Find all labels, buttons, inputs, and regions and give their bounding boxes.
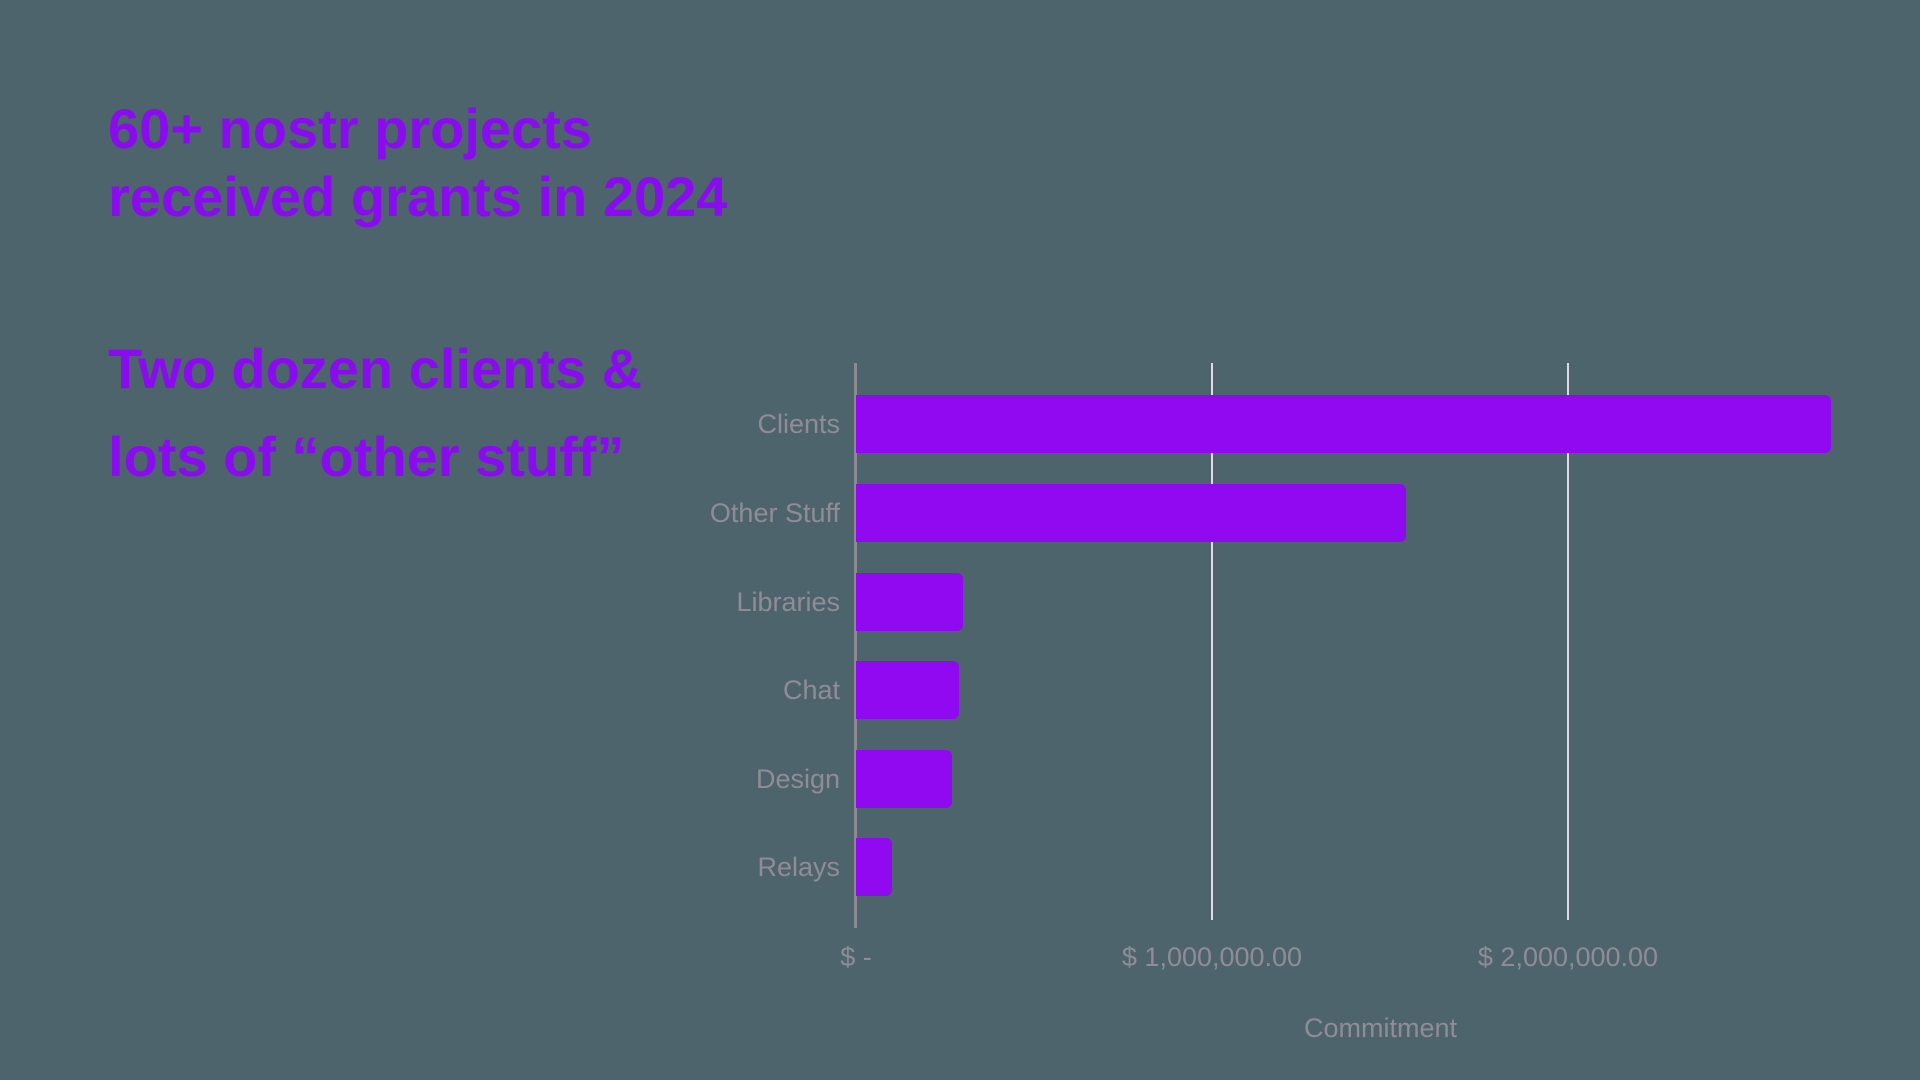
category-label: Other Stuff	[709, 498, 840, 528]
bar-chat	[856, 661, 960, 719]
y-axis-line	[854, 363, 857, 928]
x-tick-label: $ 2,000,000.00	[1477, 942, 1659, 972]
subtitle-line-1: Two dozen clients &	[108, 337, 643, 400]
gridline	[1211, 363, 1213, 920]
x-axis-title: Commitment	[1303, 1013, 1458, 1043]
subtitle-line-2: lots of “other stuff”	[108, 425, 625, 488]
x-tick-label: $ -	[840, 942, 872, 972]
bar-relays	[856, 838, 892, 896]
title-line-2: received grants in 2024	[108, 165, 728, 228]
bar-clients	[856, 395, 1832, 453]
category-label: Design	[755, 764, 840, 794]
slide-subtitle: Two dozen clients & lots of “other stuff…	[108, 325, 642, 501]
x-axis-tick-labels: $ - $ 1,000,000.00 $ 2,000,000.00	[840, 928, 1905, 972]
bar-other-stuff	[856, 484, 1407, 542]
category-axis-labels: Clients Other Stuff Libraries Chat Design Rel…	[0, 363, 840, 920]
category-label: Libraries	[736, 587, 840, 617]
bar-design	[856, 750, 953, 808]
slide-title: 60+ nostr projects received grants in 20…	[108, 95, 727, 231]
plot-area	[854, 363, 1905, 928]
category-label: Chat	[782, 675, 840, 705]
category-label: Clients	[757, 409, 840, 439]
bar-libraries	[856, 573, 963, 631]
category-label: Relays	[757, 852, 840, 882]
gridline	[1567, 363, 1569, 920]
x-tick-label: $ 1,000,000.00	[1121, 942, 1303, 972]
title-line-1: 60+ nostr projects	[108, 97, 592, 160]
